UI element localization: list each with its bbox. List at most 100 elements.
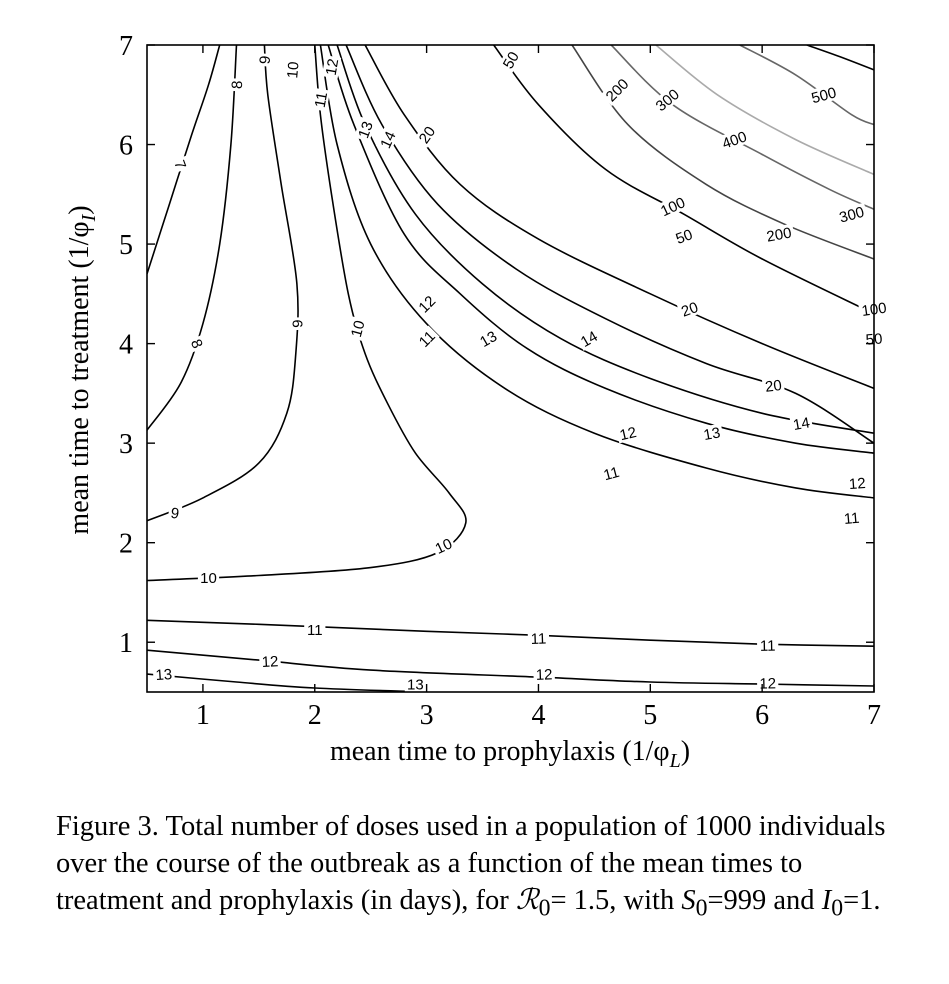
- contour-label-bg: [676, 297, 703, 320]
- contour-line-20: [364, 45, 874, 390]
- contour-label-13: 13: [474, 326, 502, 351]
- contour-label-bg: [413, 121, 440, 148]
- contour-label-200: 200: [762, 223, 795, 246]
- contour-label-text: 11: [416, 328, 439, 351]
- contour-label-text: 300: [838, 204, 867, 227]
- contour-label-bg: [413, 290, 440, 317]
- contour-labels: 7 8 8 9 9 9 10 10 10 10 11 11 11 11 11 11 11 12 12 12 12 12 12…: [152, 46, 890, 694]
- figure-caption: Figure 3. Total number of doses used in …: [56, 811, 886, 922]
- contour-line-7: [147, 45, 221, 275]
- s0-symbol: S: [681, 885, 696, 916]
- contour-label-20: 20: [413, 121, 440, 148]
- contour-label-bg: [717, 126, 751, 153]
- contour-line-11: [319, 45, 874, 499]
- contour-label-text: 13: [407, 677, 424, 694]
- contour-label-bg: [283, 58, 302, 82]
- contour-label-bg: [304, 621, 326, 638]
- contour-label-bg: [167, 504, 183, 522]
- contour-line-12: [327, 45, 874, 454]
- contour-label-bg: [761, 376, 785, 395]
- contour-label-bg: [197, 569, 220, 586]
- contour-label-bg: [598, 462, 624, 484]
- contour-label-12: 12: [756, 674, 779, 693]
- contour-label-300: 300: [650, 83, 684, 116]
- contour-label-8: 8: [228, 78, 246, 92]
- contour-label-20: 20: [676, 297, 703, 321]
- contour-label-text: 11: [530, 630, 546, 648]
- contour-label-14: 14: [375, 126, 400, 153]
- contour-label-text: 12: [618, 424, 638, 444]
- contour-label-500: 500: [807, 83, 841, 107]
- contour-label-text: 13: [477, 328, 500, 351]
- contour-label-bg: [228, 78, 245, 92]
- contour-label-text: 12: [759, 675, 776, 692]
- contour-line-10: [147, 45, 467, 582]
- contour-label-bg: [615, 423, 641, 444]
- contour-label-text: 9: [257, 55, 275, 65]
- y-tick-label: 6: [119, 131, 133, 162]
- contour-label-14: 14: [575, 326, 602, 351]
- contour-label-text: 13: [355, 119, 377, 140]
- contour-label-400: 400: [717, 126, 751, 153]
- x-tick-label: 5: [643, 700, 657, 731]
- contour-line-8: [147, 45, 238, 431]
- contour-line-50: [493, 45, 874, 315]
- contour-label-9: 9: [255, 52, 275, 67]
- contour-line-200: [610, 45, 874, 210]
- contour-label-bg: [527, 629, 550, 647]
- contour-label-text: 11: [843, 510, 860, 528]
- contour-label-10: 10: [346, 316, 369, 342]
- contour-label-text: 10: [433, 535, 455, 557]
- contour-label-text: 20: [679, 299, 700, 321]
- contour-line-400: [739, 45, 874, 126]
- x-axis-label-end: ): [681, 736, 690, 767]
- contour-label-text: 9: [289, 320, 306, 328]
- contour-label-11: 11: [598, 462, 624, 484]
- contour-label-12: 12: [413, 290, 440, 317]
- contour-label-text: 200: [765, 225, 793, 246]
- contour-label-bg: [756, 637, 779, 654]
- contour-label-11: 11: [413, 325, 440, 352]
- contour-label-12: 12: [258, 652, 282, 671]
- contour-label-11: 11: [756, 637, 779, 655]
- contour-label-bg: [835, 202, 869, 226]
- contour-label-text: 20: [416, 123, 439, 146]
- contour-label-12: 12: [615, 423, 641, 444]
- contour-label-text: 14: [377, 129, 399, 151]
- contour-label-100: 100: [655, 192, 690, 220]
- contour-label-text: 13: [702, 424, 721, 444]
- contour-label-bg: [807, 83, 841, 107]
- contour-label-bg: [762, 223, 795, 245]
- contour-label-text: 500: [810, 84, 839, 107]
- contour-line-9: [147, 45, 299, 522]
- contour-label-bg: [375, 126, 400, 153]
- contour-label-text: 12: [535, 666, 552, 684]
- contour-label-bg: [671, 224, 697, 248]
- contour-line-14: [345, 45, 874, 444]
- contour-label-10: 10: [430, 533, 457, 558]
- r0-symbol: ℛ: [515, 885, 539, 916]
- contour-label-10: 10: [197, 569, 220, 587]
- contour-label-text: 9: [170, 505, 181, 523]
- contour-label-text: 8: [229, 80, 246, 89]
- contour-label-9: 9: [288, 317, 306, 331]
- contour-label-text: 10: [200, 570, 217, 587]
- contour-label-13: 13: [699, 423, 724, 444]
- contour-label-bg: [655, 192, 690, 220]
- plot-frame: [146, 44, 875, 693]
- contour-lines: [147, 45, 874, 692]
- contour-label-bg: [310, 87, 331, 112]
- contour-label-20: 20: [761, 376, 785, 396]
- y-tick-label: 4: [119, 330, 133, 361]
- contour-label-text: 12: [848, 475, 866, 493]
- y-tick-label: 5: [119, 230, 133, 261]
- y-axis-label-sub: I: [78, 213, 100, 222]
- x-axis-label-sub: L: [669, 750, 681, 772]
- contour-label-14: 14: [789, 413, 814, 434]
- contour-line-500: [806, 45, 874, 71]
- contour-label-text: 14: [792, 414, 811, 434]
- contour-label-8: 8: [187, 334, 208, 353]
- contour-label-9: 9: [167, 504, 183, 523]
